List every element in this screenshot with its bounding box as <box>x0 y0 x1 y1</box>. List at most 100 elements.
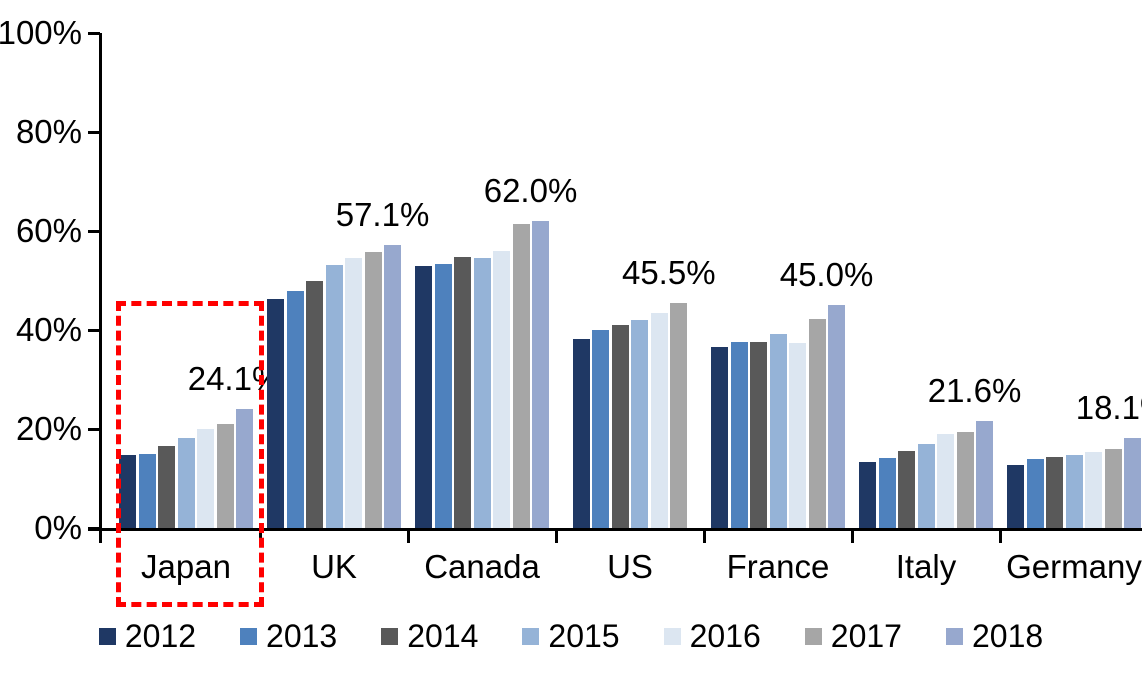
legend-label-2015: 2015 <box>548 618 620 654</box>
legend-label-2013: 2013 <box>266 618 338 654</box>
bar-japan-2012 <box>119 454 136 528</box>
bar-germany-2016 <box>1085 451 1102 528</box>
legend-swatch-2014 <box>381 627 399 645</box>
bar-uk-2016 <box>345 258 362 528</box>
data-label-canada: 62.0% <box>483 172 578 210</box>
legend-item-2017: 2017 <box>804 618 902 654</box>
bar-japan-2018 <box>236 408 253 528</box>
bar-uk-2018 <box>384 245 401 528</box>
x-tick <box>98 531 102 543</box>
legend-label-2012: 2012 <box>124 618 197 654</box>
bar-canada-2018 <box>532 221 549 528</box>
legend-item-2013: 2013 <box>240 618 337 654</box>
y-tick <box>88 130 100 134</box>
x-tick <box>998 531 1002 543</box>
bar-uk-2013 <box>286 291 304 528</box>
data-label-uk: 57.1% <box>335 196 430 234</box>
legend-swatch-2015 <box>522 627 540 645</box>
bar-us-2017 <box>670 302 688 528</box>
legend-swatch-2012 <box>98 627 116 645</box>
category-label-japan: Japan <box>141 548 231 585</box>
bar-france-2012 <box>711 347 728 528</box>
data-label-france: 45.0% <box>779 256 874 294</box>
bar-uk-2012 <box>267 298 284 528</box>
bar-france-2018 <box>828 305 845 528</box>
bar-france-2013 <box>730 342 748 528</box>
bar-italy-2018 <box>976 421 993 528</box>
bar-us-2013 <box>592 330 610 528</box>
y-axis-line <box>98 33 102 531</box>
x-tick <box>702 531 706 543</box>
bar-italy-2013 <box>878 457 896 528</box>
data-label-germany: 18.1% <box>1075 389 1142 427</box>
y-axis-tick-label: 60% <box>15 212 82 249</box>
bar-france-2016 <box>789 343 806 528</box>
bar-italy-2016 <box>937 434 954 528</box>
bar-italy-2017 <box>956 432 974 528</box>
bar-us-2012 <box>572 338 590 528</box>
highlight-box-japan <box>116 301 264 607</box>
bar-uk-2014 <box>306 281 323 528</box>
x-axis-line <box>88 528 1142 531</box>
bar-uk-2015 <box>325 264 343 528</box>
legend-item-2018: 2018 <box>945 618 1044 654</box>
legend-swatch-2013 <box>240 627 258 645</box>
legend-label-2018: 2018 <box>971 618 1044 654</box>
bar-canada-2012 <box>415 266 432 528</box>
category-label-us: US <box>607 548 653 585</box>
y-tick <box>88 526 100 530</box>
bar-italy-2014 <box>898 451 915 528</box>
legend: 2012 2013 2014 2015 2016 2017 2018 <box>0 618 1142 654</box>
y-axis-tick-label: 100% <box>0 14 82 51</box>
bar-us-2015 <box>631 320 649 528</box>
bar-germany-2018 <box>1124 438 1141 528</box>
bar-france-2015 <box>769 333 787 528</box>
y-tick <box>88 427 100 431</box>
y-axis-tick-label: 40% <box>15 311 82 348</box>
x-tick <box>406 531 410 543</box>
legend-label-2017: 2017 <box>830 618 902 654</box>
data-label-us: 45.5% <box>621 253 716 291</box>
bar-canada-2015 <box>473 257 491 528</box>
bar-italy-2015 <box>917 443 935 528</box>
y-axis-tick-label: 0% <box>34 509 82 546</box>
bar-canada-2014 <box>454 256 471 528</box>
legend-item-2012: 2012 <box>98 618 197 654</box>
legend-item-2015: 2015 <box>522 618 620 654</box>
legend-label-2014: 2014 <box>407 618 479 654</box>
data-label-japan: 24.1% <box>187 359 282 397</box>
legend-item-2016: 2016 <box>663 618 761 654</box>
bar-germany-2017 <box>1104 449 1122 528</box>
bar-us-2014 <box>611 325 629 528</box>
bar-germany-2013 <box>1026 458 1044 528</box>
legend-swatch-2016 <box>663 627 681 645</box>
bar-germany-2015 <box>1065 454 1083 528</box>
category-label-france: France <box>726 548 830 585</box>
bar-uk-2017 <box>364 252 382 528</box>
legend-label-2016: 2016 <box>689 618 761 654</box>
category-label-italy: Italy <box>895 548 957 585</box>
data-label-italy: 21.6% <box>927 372 1022 410</box>
bar-japan-2017 <box>216 424 234 528</box>
bar-france-2014 <box>750 341 767 528</box>
bar-canada-2013 <box>434 263 452 528</box>
bar-germany-2014 <box>1046 456 1063 528</box>
bar-france-2017 <box>808 318 826 528</box>
legend-swatch-2018 <box>945 627 963 645</box>
category-label-germany: Germany <box>1006 548 1142 585</box>
bar-canada-2016 <box>493 250 510 528</box>
category-label-canada: Canada <box>424 548 540 585</box>
bar-germany-2012 <box>1007 465 1024 528</box>
bar-japan-2013 <box>138 453 156 528</box>
y-tick <box>88 328 100 332</box>
bar-japan-2015 <box>177 437 195 528</box>
y-axis-tick-label: 20% <box>15 410 82 447</box>
bar-us-2016 <box>650 312 668 528</box>
y-tick <box>88 31 100 35</box>
y-axis-tick-label: 80% <box>15 113 82 150</box>
y-tick <box>88 229 100 233</box>
bar-japan-2016 <box>197 429 214 528</box>
bar-italy-2012 <box>859 461 876 528</box>
x-tick <box>554 531 558 543</box>
